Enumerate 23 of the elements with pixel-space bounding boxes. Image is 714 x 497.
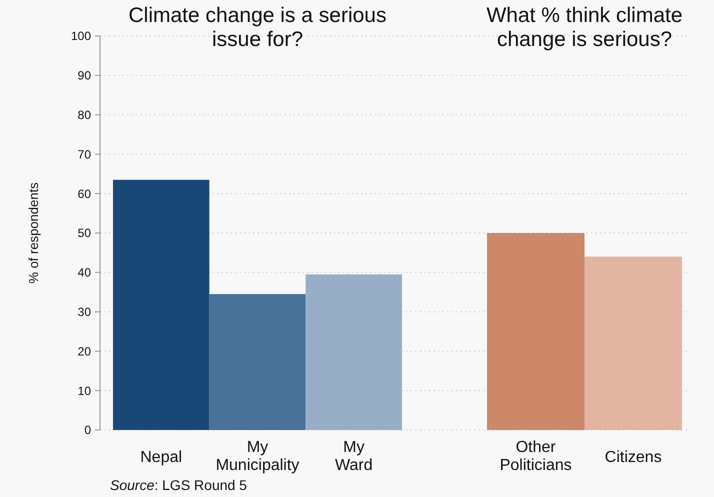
y-tick-label: 70: [78, 147, 92, 162]
source-note: Source: LGS Round 5: [110, 477, 248, 493]
y-tick-label: 0: [84, 423, 92, 438]
bar: [306, 274, 402, 430]
x-tick-label: My Ward: [335, 439, 373, 474]
bar: [113, 180, 210, 430]
y-tick-label: 100: [70, 29, 92, 44]
y-tick-label: 10: [78, 384, 92, 398]
y-tick-label: 20: [78, 344, 92, 358]
x-tick-label: Nepal: [140, 449, 182, 466]
bar: [209, 294, 306, 430]
y-tick-label: 80: [78, 108, 92, 122]
y-tick-label: 90: [78, 68, 92, 83]
chart-title: What % think climate change is serious?: [486, 4, 683, 51]
x-tick-label: Citizens: [604, 449, 662, 466]
x-tick-label: My Municipality: [216, 439, 300, 474]
y-tick-label: 40: [78, 266, 92, 280]
chart-title: Climate change is a serious issue for?: [128, 4, 386, 51]
y-tick-label: 60: [78, 186, 92, 201]
y-tick-label: 30: [78, 305, 92, 319]
x-tick-label: Other Politicians: [500, 439, 572, 474]
y-tick-label: 50: [78, 226, 92, 240]
y-axis-title: % of respondents: [26, 182, 41, 284]
